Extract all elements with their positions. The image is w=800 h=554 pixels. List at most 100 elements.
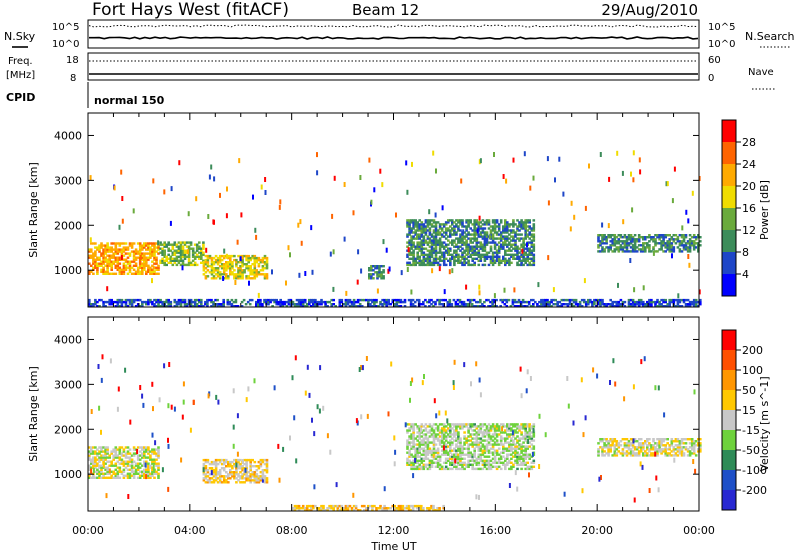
- velocity-cell: [491, 433, 495, 436]
- power-colorbar-swatch: [722, 208, 736, 230]
- velocity-cell: [512, 441, 515, 444]
- power-cell: [320, 300, 323, 304]
- power-cell: [265, 300, 268, 304]
- power-cell: [639, 303, 643, 306]
- power-cell: [134, 248, 138, 251]
- power-cell: [491, 233, 495, 236]
- power-cell: [128, 303, 132, 306]
- power-cell: [134, 272, 138, 275]
- velocity-cell: [499, 441, 503, 444]
- power-cell: [668, 244, 671, 247]
- power-cell: [609, 305, 612, 308]
- power-cell: [460, 300, 464, 304]
- power-cell: [245, 256, 248, 260]
- velocity-cell: [495, 433, 499, 436]
- power-cell: [269, 300, 272, 304]
- power-cell: [410, 243, 413, 246]
- power-cell: [104, 305, 107, 308]
- velocity-cell: [493, 451, 497, 454]
- velocity-cell: [328, 507, 331, 510]
- power-cell: [591, 305, 594, 308]
- power-cell: [678, 248, 682, 251]
- power-cell: [684, 298, 688, 302]
- power-cell: [699, 303, 702, 306]
- velocity-cell: [330, 504, 333, 508]
- power-cell: [668, 246, 671, 249]
- power-cell: [179, 243, 183, 246]
- velocity-cell: [467, 429, 470, 432]
- power-cell: [430, 223, 434, 226]
- velocity-cell: [239, 475, 242, 478]
- velocity-cell: [510, 461, 513, 464]
- power-cell: [295, 303, 299, 306]
- power-cell: [338, 298, 342, 302]
- velocity-cell: [524, 445, 527, 448]
- velocity-cell: [483, 423, 487, 426]
- velocity-cell: [467, 427, 470, 430]
- power-cell: [275, 303, 278, 306]
- velocity-cell: [442, 441, 446, 444]
- velocity-cell: [436, 459, 440, 462]
- velocity-cell: [495, 429, 499, 432]
- velocity-cell: [147, 464, 150, 467]
- power-cell: [92, 272, 95, 275]
- power-cell: [440, 229, 444, 232]
- power-cell: [145, 303, 148, 306]
- velocity-cell: [88, 458, 91, 461]
- power-cell: [120, 305, 124, 308]
- power-cell: [116, 262, 120, 265]
- power-cell: [169, 300, 173, 304]
- power-cell: [524, 251, 527, 254]
- velocity-cell: [623, 444, 627, 447]
- velocity-cell: [635, 448, 639, 451]
- velocity-cell: [528, 431, 531, 434]
- power-cell: [241, 256, 244, 260]
- velocity-cell: [642, 452, 645, 455]
- velocity-cell: [530, 437, 534, 440]
- power-cell: [406, 261, 409, 264]
- power-cell: [370, 273, 373, 276]
- power-cell: [102, 256, 105, 259]
- velocity-cell: [642, 444, 645, 447]
- velocity-cell: [112, 448, 115, 451]
- velocity-cell: [303, 507, 307, 510]
- beam-label: Beam 12: [352, 1, 419, 19]
- velocity-cell: [648, 444, 651, 447]
- velocity-cell: [98, 464, 101, 467]
- power-cell: [491, 259, 495, 262]
- velocity-cell: [235, 473, 238, 476]
- power-cell: [524, 223, 527, 226]
- power-cell: [434, 300, 437, 304]
- velocity-cell: [617, 442, 621, 445]
- power-cell: [426, 219, 430, 222]
- power-cell: [615, 248, 619, 251]
- velocity-cell: [455, 449, 458, 452]
- velocity-cell: [510, 465, 513, 468]
- power-cell: [516, 245, 519, 248]
- velocity-cell: [412, 433, 415, 436]
- power-cell: [611, 238, 614, 241]
- power-cell: [680, 305, 684, 308]
- power-cell: [495, 243, 499, 246]
- power-cell: [275, 298, 278, 302]
- velocity-cell: [312, 504, 315, 508]
- velocity-cell: [208, 481, 212, 484]
- velocity-cell: [106, 470, 109, 473]
- velocity-cell: [637, 442, 641, 445]
- velocity-cell: [251, 473, 254, 476]
- velocity-cell: [157, 468, 160, 471]
- velocity-cell: [418, 427, 421, 430]
- power-cell: [122, 268, 126, 271]
- velocity-cell: [104, 458, 107, 461]
- velocity-cell: [440, 439, 444, 442]
- power-cell: [167, 261, 170, 264]
- power-cell: [149, 250, 152, 253]
- power-cell: [568, 300, 572, 304]
- power-cell: [218, 305, 221, 308]
- velocity-cell: [414, 465, 417, 468]
- power-cell: [522, 243, 525, 246]
- power-cell: [96, 272, 99, 275]
- power-cell: [455, 233, 458, 236]
- velocity-cell: [493, 443, 497, 446]
- power-cell: [204, 267, 208, 270]
